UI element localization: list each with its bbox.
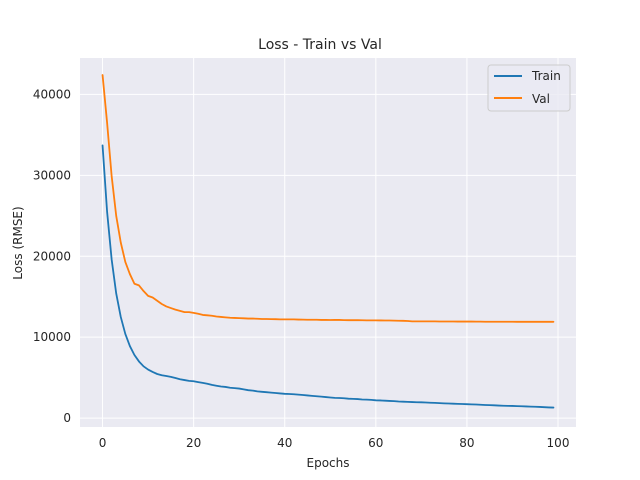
x-tick-label: 40: [277, 436, 292, 450]
y-tick-label: 30000: [33, 168, 71, 182]
legend: Train Val: [487, 64, 571, 112]
chart-title: Loss - Train vs Val: [258, 37, 382, 53]
x-tick-label: 60: [368, 436, 383, 450]
legend-label-val: Val: [532, 92, 550, 106]
y-tick-label: 40000: [33, 87, 71, 101]
x-tick-label: 20: [186, 436, 201, 450]
x-tick-label: 100: [547, 436, 570, 450]
x-tick-label: 80: [459, 436, 474, 450]
plot-area: [80, 58, 576, 427]
y-tick-label: 10000: [33, 330, 71, 344]
legend-label-train: Train: [531, 69, 561, 83]
x-tick-label: 0: [99, 436, 107, 450]
series-line-train: [101, 144, 555, 409]
y-tick-label: 20000: [33, 249, 71, 263]
y-tick-label: 0: [63, 411, 71, 425]
series-line-val: [101, 74, 555, 323]
x-axis-label: Epochs: [307, 456, 350, 470]
y-axis-label: Loss (RMSE): [11, 206, 25, 279]
tick-labels: 0 20 40 60 80 100 0 10000 20000 30000 40000: [33, 87, 570, 450]
series-lines: [101, 74, 555, 409]
